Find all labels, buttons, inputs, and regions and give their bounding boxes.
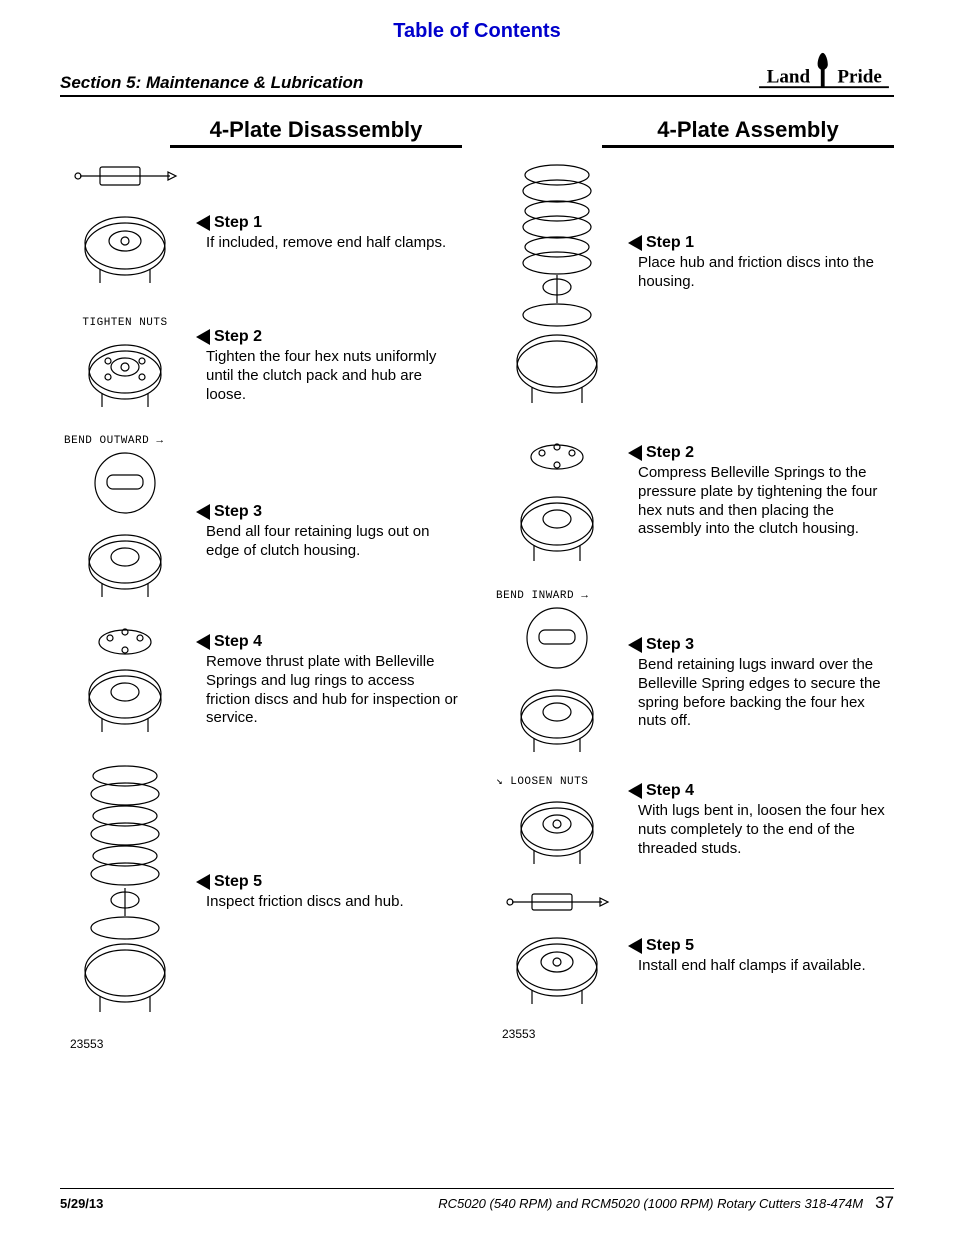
clutch-with-clamps-icon — [502, 888, 612, 1018]
content-columns: 4-Plate Disassembly Step 1 If included, … — [60, 117, 894, 1051]
step-label: Step 2 — [214, 328, 262, 346]
clutch-exploded-icon — [502, 159, 612, 419]
arrow-left-icon — [196, 215, 210, 231]
page-footer: 5/29/13 RC5020 (540 RPM) and RCM5020 (10… — [60, 1188, 894, 1213]
arrow-left-icon — [628, 637, 642, 653]
clutch-compress-icon — [512, 435, 602, 575]
step-body: If included, remove end half clamps. — [196, 234, 462, 253]
clutch-with-clamps-icon — [70, 159, 180, 299]
footer-doc: RC5020 (540 RPM) and RCM5020 (1000 RPM) … — [438, 1193, 894, 1213]
footer-date: 5/29/13 — [60, 1196, 103, 1211]
step-body: Bend all four retaining lugs out on edge… — [196, 523, 462, 561]
step-label: Step 5 — [646, 937, 694, 955]
arrow-left-icon — [196, 504, 210, 520]
assembly-title: 4-Plate Assembly — [602, 117, 894, 148]
diagram-label: BEND INWARD → — [496, 590, 588, 602]
header-row: Section 5: Maintenance & Lubrication Lan… — [60, 47, 894, 97]
step-label: Step 3 — [214, 503, 262, 521]
disassembly-step-3: BEND OUTWARD → Step 3 Bend all four reta… — [60, 431, 462, 611]
step-body: Place hub and friction discs into the ho… — [628, 254, 894, 292]
step-label: Step 2 — [646, 444, 694, 462]
clutch-tighten-icon — [80, 329, 170, 419]
arrow-left-icon — [196, 329, 210, 345]
page-number: 37 — [875, 1193, 894, 1212]
disassembly-step-2: TIGHTEN NUTS Step 2 Tighten the four hex… — [60, 310, 462, 425]
arrow-left-icon — [196, 874, 210, 890]
step-body: Install end half clamps if available. — [628, 957, 894, 976]
clutch-thrust-plate-icon — [80, 622, 170, 742]
disassembly-step-5: Step 5 Inspect friction discs and hub. — [60, 753, 462, 1033]
assembly-step-4: ↘ LOOSEN NUTS Step 4 With lugs bent in, … — [492, 772, 894, 877]
step-label: Step 1 — [646, 234, 694, 252]
svg-text:Pride: Pride — [837, 67, 882, 88]
step-body: Tighten the four hex nuts uniformly unti… — [196, 348, 462, 404]
toc-link[interactable]: Table of Contents — [60, 20, 894, 43]
clutch-loosen-icon — [512, 788, 602, 876]
disassembly-title: 4-Plate Disassembly — [170, 117, 462, 148]
arrow-left-icon — [628, 445, 642, 461]
part-number: 23553 — [70, 1037, 462, 1051]
step-label: Step 4 — [214, 633, 262, 651]
step-label: Step 3 — [646, 636, 694, 654]
svg-text:Land: Land — [767, 67, 811, 88]
arrow-left-icon — [628, 783, 642, 799]
part-number: 23553 — [502, 1027, 894, 1041]
step-body: Compress Belleville Springs to the press… — [628, 464, 894, 539]
clutch-exploded-icon — [70, 758, 180, 1028]
diagram-label: TIGHTEN NUTS — [82, 317, 167, 329]
arrow-left-icon — [196, 634, 210, 650]
step-label: Step 1 — [214, 214, 262, 232]
arrow-left-icon — [628, 235, 642, 251]
assembly-step-2: Step 2 Compress Belleville Springs to th… — [492, 430, 894, 580]
arrow-left-icon — [628, 938, 642, 954]
step-body: Remove thrust plate with Belleville Spri… — [196, 653, 462, 728]
step-body: Bend retaining lugs inward over the Bell… — [628, 656, 894, 731]
step-label: Step 5 — [214, 873, 262, 891]
assembly-step-3: BEND INWARD → Step 3 Bend retaining lugs… — [492, 586, 894, 766]
clutch-bend-out-icon — [75, 447, 175, 607]
step-body: With lugs bent in, loosen the four hex n… — [628, 802, 894, 858]
disassembly-step-4: Step 4 Remove thrust plate with Bellevil… — [60, 617, 462, 747]
section-title: Section 5: Maintenance & Lubrication — [60, 73, 363, 93]
diagram-label: BEND OUTWARD → — [64, 435, 163, 447]
step-label: Step 4 — [646, 782, 694, 800]
brand-logo: Land Pride — [754, 47, 894, 93]
disassembly-column: 4-Plate Disassembly Step 1 If included, … — [60, 117, 462, 1051]
diagram-label: ↘ LOOSEN NUTS — [496, 774, 588, 788]
assembly-step-5: Step 5 Install end half clamps if availa… — [492, 883, 894, 1023]
assembly-column: 4-Plate Assembly Step 1 Place hu — [492, 117, 894, 1051]
assembly-step-1: Step 1 Place hub and friction discs into… — [492, 154, 894, 424]
step-body: Inspect friction discs and hub. — [196, 893, 462, 912]
clutch-bend-in-icon — [507, 602, 607, 762]
disassembly-step-1: Step 1 If included, remove end half clam… — [60, 154, 462, 304]
